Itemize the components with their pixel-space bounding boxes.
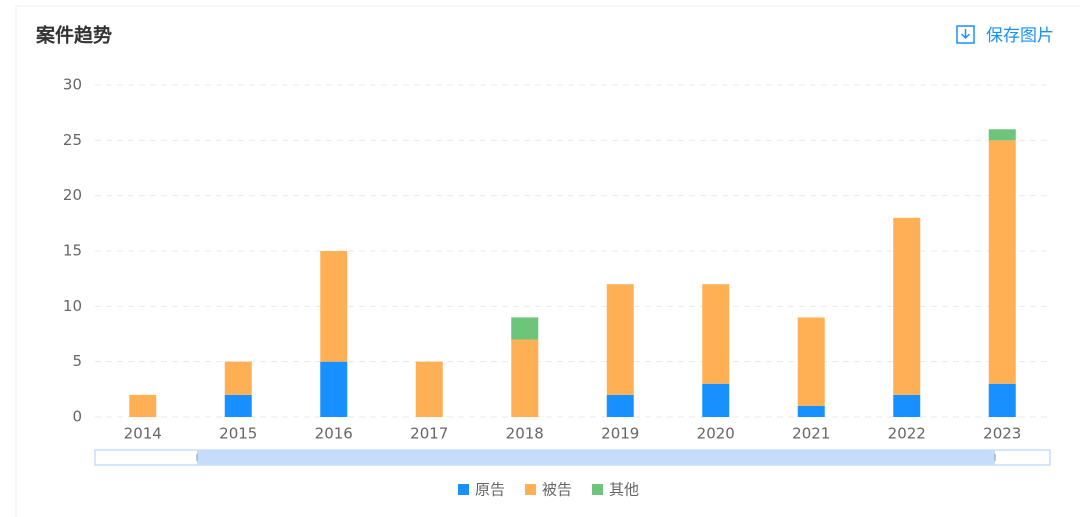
bar-segment — [988, 383, 1016, 417]
x-tick-label: 2018 — [506, 425, 544, 443]
bar-segment — [797, 405, 825, 417]
y-tick-label: 10 — [63, 297, 82, 315]
bar-segment — [606, 394, 634, 417]
title: 案件趋势 — [35, 24, 112, 47]
bar-segment — [415, 361, 443, 417]
bar-segment — [797, 317, 825, 406]
bar-segment — [320, 251, 348, 362]
bar-segment — [224, 361, 252, 395]
bar-segment — [702, 284, 730, 384]
x-tick-label: 2021 — [792, 425, 830, 443]
bar-segment — [606, 284, 634, 395]
x-tick-label: 2017 — [410, 425, 448, 443]
x-tick-label: 2016 — [315, 425, 353, 443]
y-tick-label: 15 — [63, 242, 82, 260]
bar-segment — [224, 394, 252, 417]
x-tick-label: 2019 — [601, 425, 639, 443]
bar-segment — [320, 361, 348, 417]
legend-label: 原告 — [475, 481, 505, 499]
legend-swatch — [592, 484, 603, 495]
save-button[interactable]: 保存图片 — [956, 25, 1054, 46]
legend-swatch — [525, 484, 536, 495]
save-icon-arrow — [960, 29, 971, 40]
y-tick-label: 5 — [72, 352, 82, 370]
legend-label: 被告 — [542, 481, 572, 499]
bar-segment — [511, 339, 539, 417]
legend-swatch — [458, 484, 469, 495]
x-tick-label: 2015 — [219, 425, 257, 443]
bar-segment — [893, 217, 921, 395]
bar-segment — [511, 317, 539, 340]
bar-segment — [893, 394, 921, 417]
x-tick-label: 2022 — [888, 425, 926, 443]
bar-segment — [988, 129, 1016, 141]
save-label[interactable]: 保存图片 — [986, 26, 1054, 46]
bar-segment — [702, 383, 730, 417]
x-tick-label: 2020 — [697, 425, 735, 443]
x-tick-label: 2014 — [124, 425, 162, 443]
bar-segment — [988, 140, 1016, 384]
save-icon — [956, 25, 975, 44]
y-tick-label: 30 — [63, 76, 82, 94]
y-tick-label: 0 — [72, 408, 82, 426]
x-tick-label: 2023 — [983, 425, 1021, 443]
zoom-slider-window[interactable] — [197, 450, 995, 465]
y-tick-label: 25 — [63, 131, 82, 149]
legend-label: 其他 — [609, 481, 639, 499]
y-tick-label: 20 — [63, 186, 82, 204]
bar-segment — [129, 394, 157, 417]
